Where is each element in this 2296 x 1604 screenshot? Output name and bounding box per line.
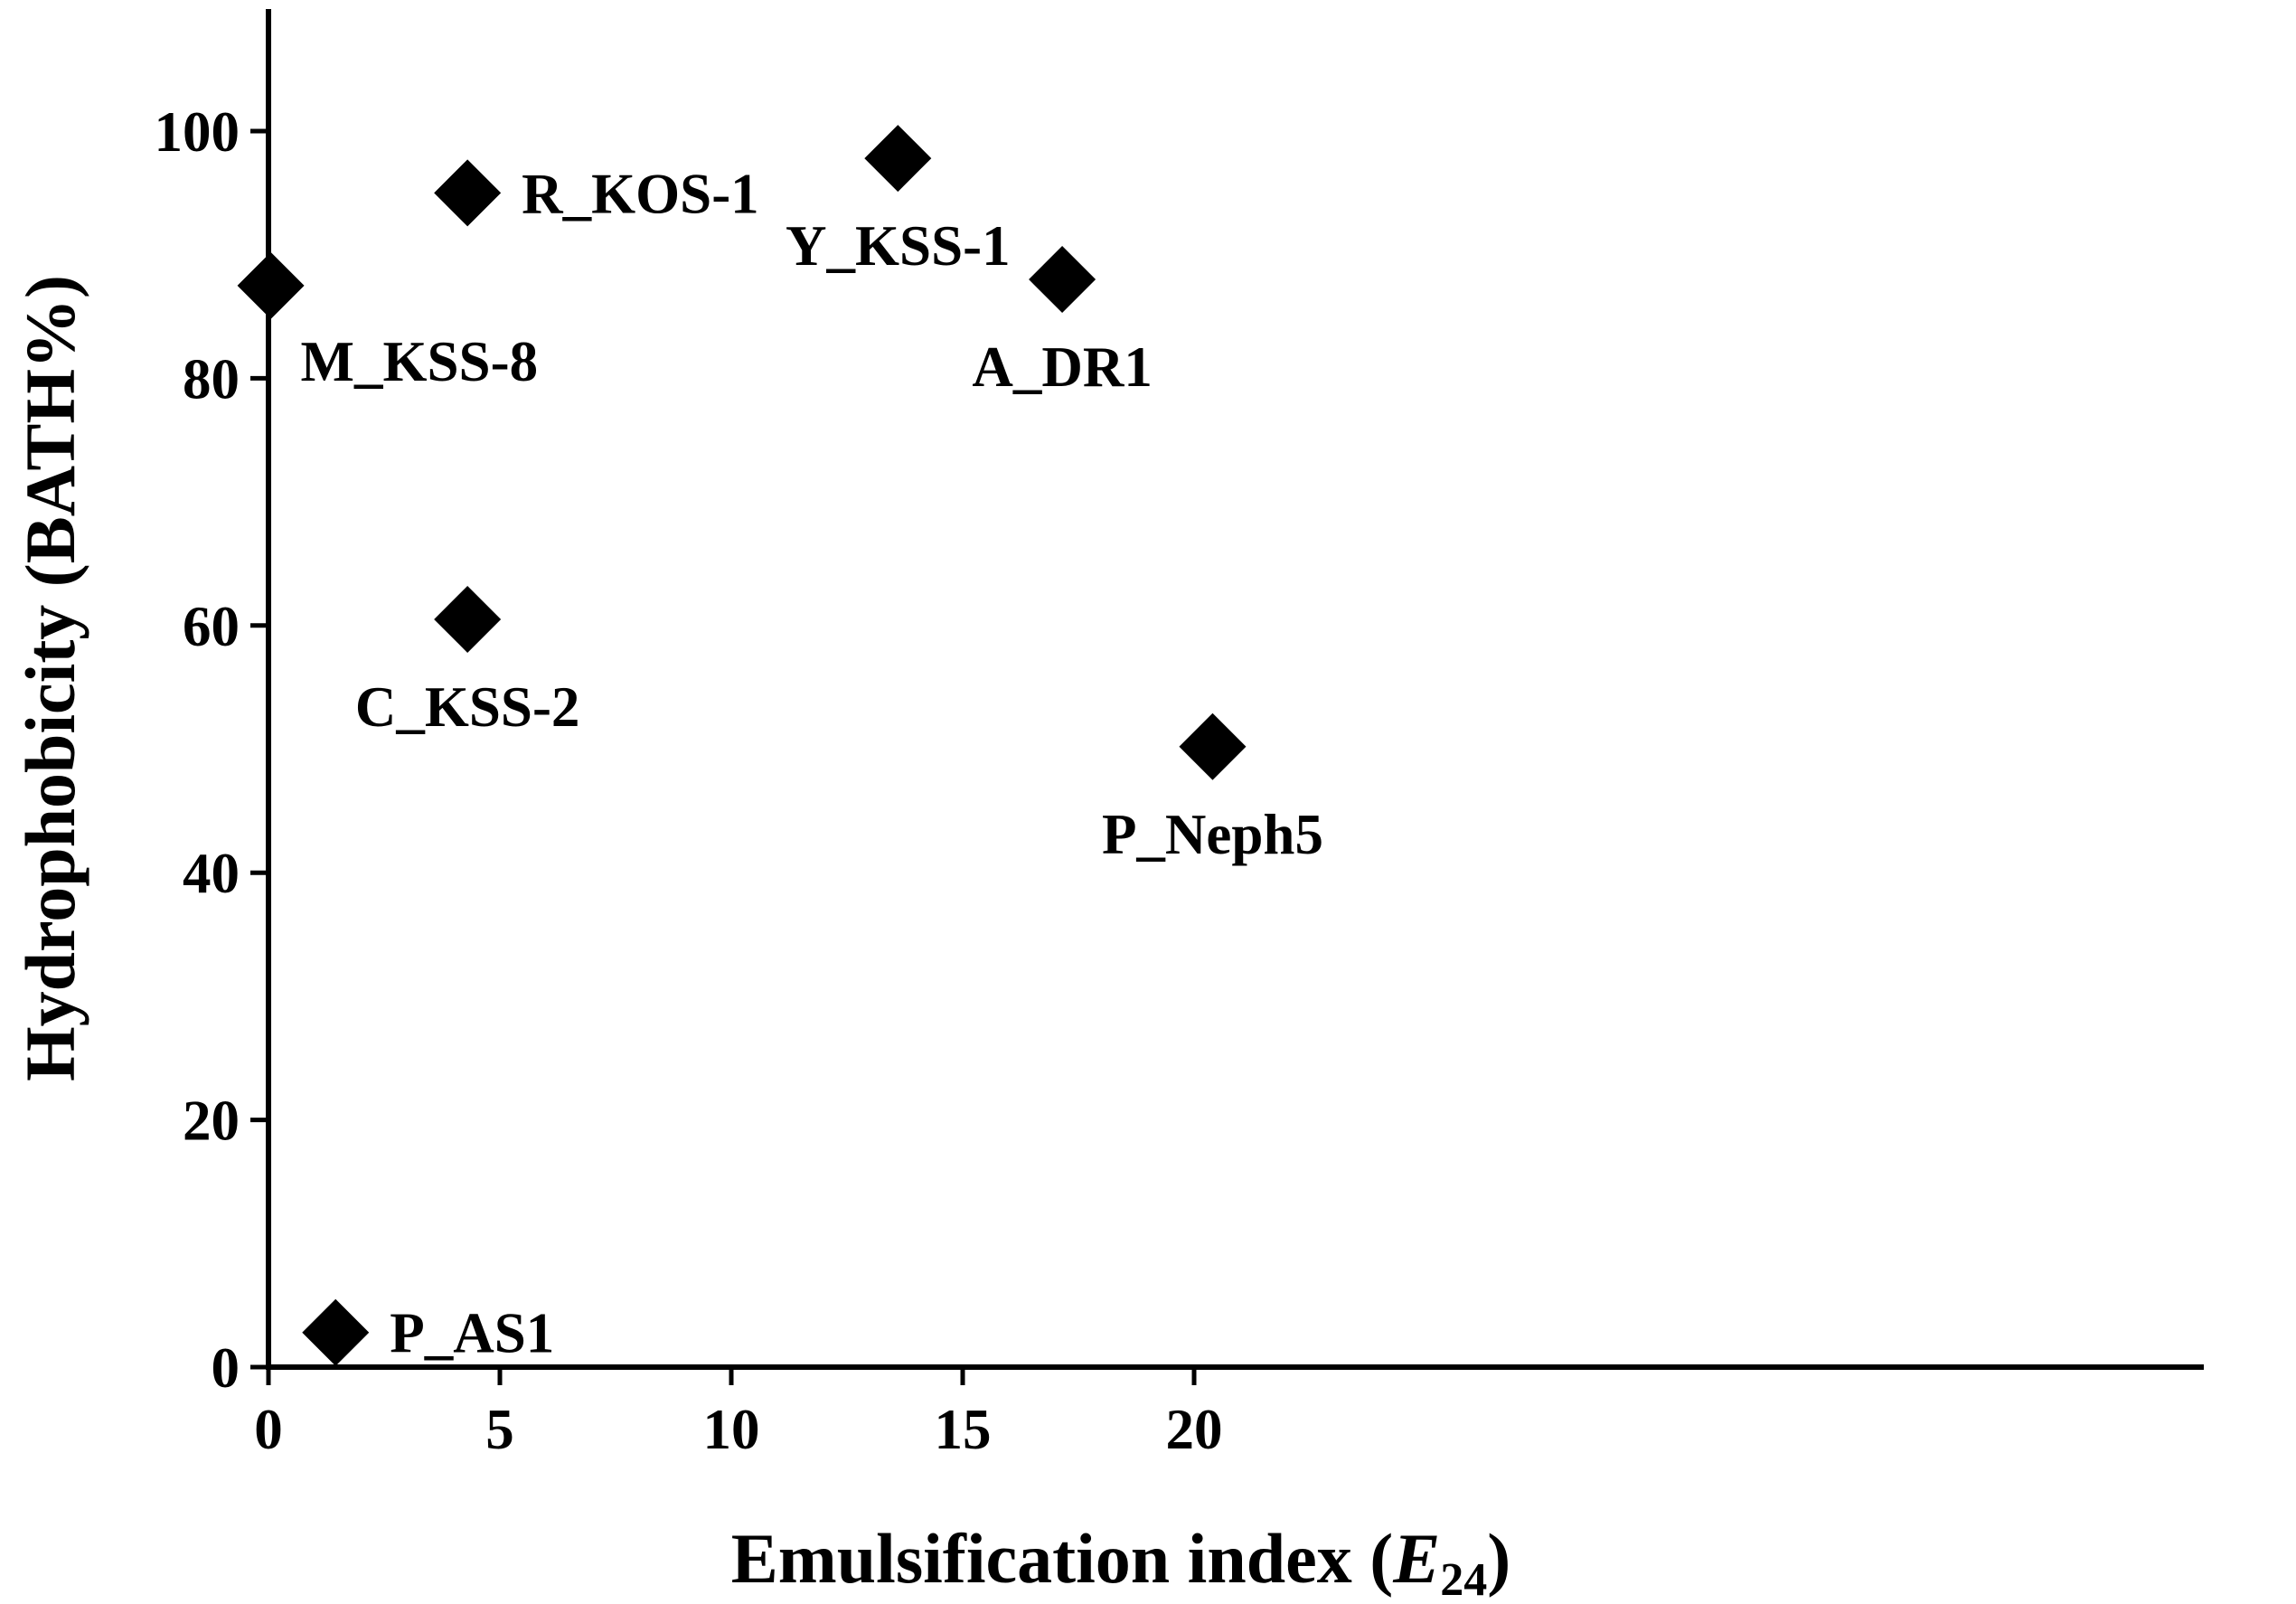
- x-axis-title-subscript: 24: [1440, 1554, 1487, 1604]
- x-axis-title-symbol: E: [1392, 1519, 1440, 1598]
- y-tick-label: 100: [155, 100, 240, 164]
- data-point-label: Y_KSS-1: [786, 214, 1011, 278]
- data-point-label: C_KSS-2: [355, 675, 580, 739]
- y-tick-label: 0: [212, 1336, 240, 1400]
- y-tick-label: 40: [183, 842, 240, 905]
- data-point-marker: [434, 159, 502, 227]
- x-tick-label: 0: [254, 1398, 283, 1461]
- x-tick-label: 10: [703, 1398, 760, 1461]
- x-axis-ticks: 0 5 10 15 20: [254, 1367, 1223, 1461]
- y-tick-label: 20: [183, 1090, 240, 1153]
- data-points: [237, 125, 1247, 1366]
- y-axis-title: Hydrophobicity (BATH%): [11, 275, 89, 1081]
- data-point-label: R_KOS-1: [522, 162, 759, 225]
- axes: [266, 9, 2204, 1370]
- x-axis-title: Emulsification index (E24): [731, 1519, 1510, 1604]
- x-tick-label: 20: [1166, 1398, 1223, 1461]
- y-axis-ticks: 0 20 40 60 80 100: [155, 100, 268, 1400]
- x-axis-title-close: ): [1487, 1519, 1510, 1598]
- data-point-marker: [237, 251, 305, 319]
- data-point-label: P_Neph5: [1102, 803, 1323, 866]
- point-labels: M_KSS-8 R_KOS-1 C_KSS-2 P_AS1 Y_KSS-1 A_DR1 P_…: [301, 162, 1323, 1364]
- data-point-label: P_AS1: [390, 1302, 554, 1365]
- data-point-label: M_KSS-8: [301, 330, 539, 393]
- data-point-marker: [864, 125, 932, 193]
- data-point-marker: [434, 585, 502, 653]
- y-tick-label: 80: [183, 347, 240, 410]
- data-point-marker: [302, 1298, 370, 1366]
- x-tick-label: 5: [485, 1398, 514, 1461]
- data-point-label: A_DR1: [972, 335, 1153, 399]
- data-point-marker: [1029, 246, 1096, 314]
- x-axis-title-text: Emulsification index (: [731, 1519, 1393, 1598]
- y-tick-label: 60: [183, 595, 240, 658]
- x-tick-label: 15: [935, 1398, 992, 1461]
- data-point-marker: [1179, 712, 1247, 780]
